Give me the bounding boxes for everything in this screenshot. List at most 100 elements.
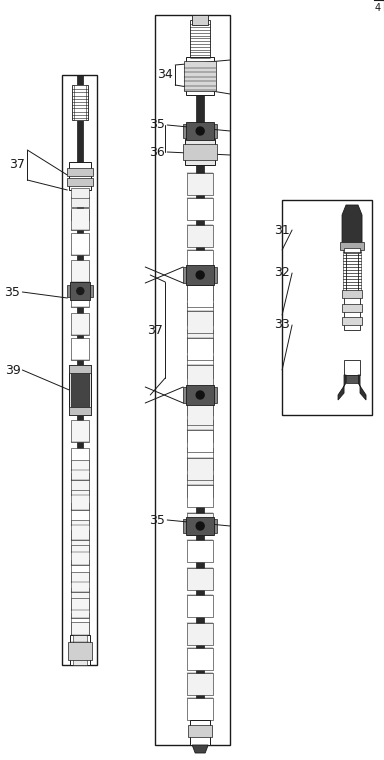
Bar [71, 473, 89, 495]
Bar [67, 178, 93, 186]
Text: 4: 4 [375, 3, 381, 13]
Bar [187, 485, 213, 507]
Bar [187, 285, 213, 307]
Text: 34: 34 [157, 68, 173, 81]
Bar [71, 520, 89, 540]
Bar [187, 540, 213, 562]
Text: 35: 35 [149, 119, 165, 131]
Text: 32: 32 [274, 267, 290, 280]
Bar [70, 282, 90, 300]
Bar [186, 122, 214, 140]
Bar [186, 385, 214, 405]
Text: 35: 35 [5, 286, 20, 299]
Bar [344, 360, 360, 375]
Bar [187, 303, 213, 325]
Bar [67, 168, 93, 176]
Bar [187, 595, 213, 617]
Bar [71, 233, 89, 255]
Bar [186, 517, 214, 535]
Bar [71, 545, 89, 565]
Bar [184, 61, 216, 91]
Bar [343, 247, 361, 292]
Bar [74, 85, 86, 120]
Bar [72, 85, 88, 120]
Bar [187, 623, 213, 645]
Bar [342, 304, 362, 312]
Bar [77, 75, 83, 665]
Bar [187, 403, 213, 425]
Bar [185, 139, 215, 165]
Bar [69, 162, 91, 190]
Bar [71, 368, 89, 412]
Bar [188, 725, 212, 737]
Bar [187, 568, 213, 590]
Bar [187, 250, 213, 272]
Circle shape [196, 391, 204, 399]
Bar [187, 393, 213, 415]
Bar [71, 572, 89, 592]
Bar [71, 391, 89, 413]
Bar [344, 248, 360, 253]
Circle shape [196, 522, 204, 530]
Bar [67, 285, 93, 297]
Polygon shape [338, 375, 346, 400]
Bar [71, 598, 89, 618]
Bar [346, 375, 358, 383]
Bar [68, 642, 92, 660]
Bar [187, 198, 213, 220]
Bar [155, 15, 230, 745]
Bar [62, 75, 97, 665]
Text: 35: 35 [149, 514, 165, 527]
Bar [69, 365, 91, 373]
Bar [187, 458, 213, 480]
Bar [187, 338, 213, 360]
Bar [187, 448, 213, 470]
Bar [187, 173, 213, 195]
Bar [282, 200, 372, 415]
Bar [190, 720, 210, 745]
Bar [192, 15, 208, 25]
Bar [69, 407, 91, 415]
Bar [71, 613, 89, 635]
Text: 36: 36 [149, 145, 165, 159]
Bar [183, 387, 217, 403]
Bar [187, 330, 213, 352]
Bar [73, 635, 87, 665]
Bar [72, 162, 88, 190]
Bar [186, 57, 214, 95]
Polygon shape [342, 205, 362, 245]
Bar [71, 208, 89, 230]
Bar [187, 430, 213, 452]
Bar [190, 20, 210, 60]
Bar [342, 290, 362, 298]
Bar [71, 588, 89, 610]
Bar [187, 311, 213, 333]
Bar [71, 530, 89, 552]
Bar [71, 448, 89, 470]
Bar [71, 460, 89, 480]
Bar [183, 267, 217, 283]
Bar [187, 513, 213, 535]
Bar [187, 420, 213, 442]
Bar [187, 365, 213, 387]
Bar [186, 265, 214, 285]
Bar [71, 197, 89, 207]
Bar [71, 210, 89, 220]
Bar [187, 225, 213, 247]
Circle shape [196, 127, 204, 135]
Bar [69, 365, 91, 415]
Bar [187, 673, 213, 695]
Bar [183, 519, 217, 533]
Bar [183, 124, 217, 138]
Bar [71, 313, 89, 335]
Bar [71, 366, 89, 388]
Bar [344, 295, 360, 330]
Bar [70, 635, 90, 665]
Bar [187, 475, 213, 497]
Bar [340, 242, 364, 250]
Bar [71, 622, 89, 642]
Bar [346, 247, 358, 292]
Bar [71, 503, 89, 525]
Bar [71, 285, 89, 307]
Polygon shape [358, 375, 366, 400]
